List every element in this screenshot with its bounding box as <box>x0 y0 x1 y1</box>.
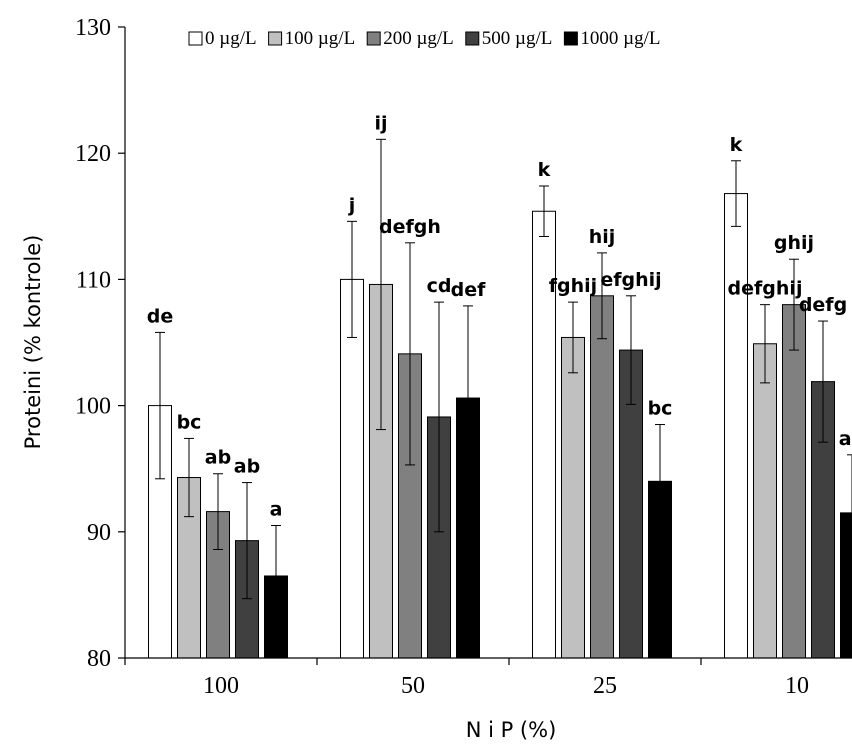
significance-label: hij <box>589 226 616 248</box>
significance-label: a <box>270 498 283 520</box>
legend-entry: 0 µg/L <box>205 28 257 49</box>
bar <box>782 304 806 659</box>
significance-label: de <box>147 305 174 327</box>
legend-swatch <box>188 31 203 46</box>
y-tick-label: 130 <box>75 15 111 41</box>
legend-swatch <box>465 31 480 46</box>
x-tick-label: 10 <box>785 673 809 699</box>
x-tick-label: 100 <box>203 673 239 699</box>
bar <box>840 512 852 659</box>
significance-label: cd <box>427 275 452 297</box>
significance-label: bc <box>177 411 202 433</box>
significance-label: ab <box>234 456 260 478</box>
significance-label: ij <box>374 112 387 134</box>
y-tick-label: 80 <box>87 646 111 672</box>
x-axis-title: N i P (%) <box>466 718 557 742</box>
significance-label: defghij <box>728 278 803 300</box>
significance-label: defgh <box>379 216 441 238</box>
significance-label: ab <box>839 428 852 450</box>
axes: 80 90 100 110 120 130 100 50 25 10 <box>75 15 852 699</box>
legend: 0 µg/L 100 µg/L 200 µg/L 500 µg/L 1000 µg/L <box>188 28 660 49</box>
bar <box>753 343 777 659</box>
bar <box>561 336 585 659</box>
legend-entry: 500 µg/L <box>482 28 553 49</box>
significance-label: k <box>730 134 743 156</box>
significance-label: k <box>538 159 551 181</box>
y-tick-label: 100 <box>75 394 111 420</box>
significance-label: ghij <box>774 232 814 254</box>
legend-entry: 200 µg/L <box>383 28 454 49</box>
y-tick-label: 120 <box>75 141 111 167</box>
y-tick-label: 110 <box>76 267 111 293</box>
y-tick-label: 90 <box>87 520 111 546</box>
legend-entry: 100 µg/L <box>285 28 356 49</box>
x-tick-label: 50 <box>401 673 425 699</box>
legend-swatch <box>268 31 283 46</box>
significance-label: j <box>348 194 356 216</box>
significance-label: def <box>451 279 486 301</box>
significance-label: fghij <box>549 275 597 297</box>
legend-entry: 1000 µg/L <box>580 28 660 49</box>
significance-label: bc <box>648 398 673 420</box>
y-axis-title: Proteini (% kontrole) <box>21 235 45 450</box>
legend-swatch <box>563 31 578 46</box>
significance-label: efghij <box>600 269 661 291</box>
bar <box>590 295 614 659</box>
significance-label: ab <box>205 447 231 469</box>
bar <box>724 193 748 659</box>
significance-label: defg <box>799 294 847 316</box>
x-tick-label: 25 <box>593 673 617 699</box>
legend-swatch <box>366 31 381 46</box>
